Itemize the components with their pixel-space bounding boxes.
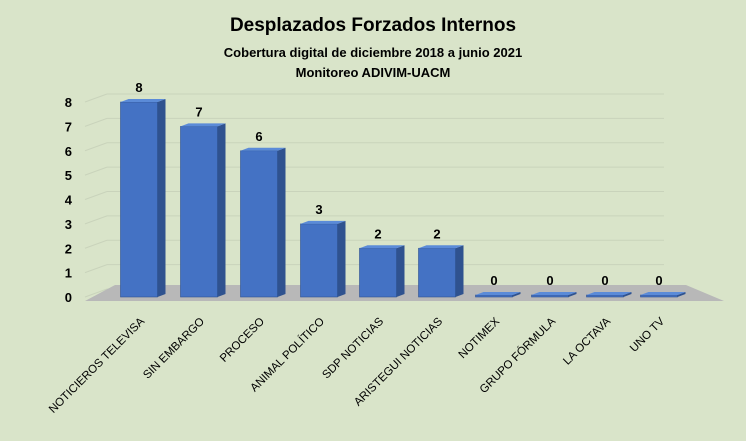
data-label: 0 xyxy=(490,273,497,288)
data-label: 0 xyxy=(601,273,608,288)
bar-side xyxy=(623,292,632,297)
bar-side xyxy=(277,147,286,297)
gridline-depth xyxy=(84,215,108,225)
y-tick-label: 4 xyxy=(65,193,73,208)
data-label: 6 xyxy=(255,129,262,144)
gridline-depth xyxy=(84,239,108,249)
bar xyxy=(300,223,338,298)
category-label: SIN EMBARGO xyxy=(141,316,207,382)
bar-side xyxy=(217,123,226,297)
bar-side xyxy=(396,245,405,297)
data-label: 0 xyxy=(655,273,662,288)
bar-top xyxy=(640,292,686,295)
bar-side xyxy=(512,292,521,297)
bar-top xyxy=(418,245,464,249)
data-label: 8 xyxy=(135,80,142,95)
y-tick-label: 6 xyxy=(65,144,72,159)
bar-top xyxy=(300,220,346,224)
category-label: UNO TV xyxy=(628,315,667,354)
bar-top xyxy=(531,292,577,295)
bar xyxy=(359,247,397,298)
gridline-depth xyxy=(84,264,108,274)
category-label: NOTIMEX xyxy=(457,315,503,361)
bar xyxy=(180,126,218,298)
data-label: 2 xyxy=(433,226,440,241)
data-label: 0 xyxy=(546,273,553,288)
bar xyxy=(586,294,624,298)
bar-side xyxy=(568,292,577,297)
gridline-depth xyxy=(84,166,108,176)
bar xyxy=(418,247,456,298)
category-label: PROCESO xyxy=(218,316,267,365)
chart-subtitle-1: Cobertura digital de diciembre 2018 a ju… xyxy=(224,45,522,60)
bar-side xyxy=(157,99,166,297)
bar xyxy=(475,294,513,298)
bar-top xyxy=(359,245,405,249)
gridline-depth xyxy=(84,142,108,152)
bar xyxy=(640,294,678,298)
bar-top xyxy=(180,123,226,127)
bar-side xyxy=(337,220,346,297)
bar-side xyxy=(455,245,464,297)
bar xyxy=(531,294,569,298)
y-tick-label: 5 xyxy=(65,168,72,183)
y-tick-label: 8 xyxy=(65,95,72,110)
y-tick-label: 7 xyxy=(65,119,72,134)
data-label: 2 xyxy=(374,226,381,241)
bar-top xyxy=(120,99,166,102)
y-tick-label: 0 xyxy=(65,290,72,305)
gridline-depth xyxy=(84,117,108,127)
bar-side xyxy=(677,292,686,297)
category-label: LA OCTAVA xyxy=(561,315,613,367)
chart-subtitle-2: Monitoreo ADIVIM-UACM xyxy=(296,65,451,80)
bar-top xyxy=(475,292,521,295)
bar xyxy=(240,150,278,298)
bar-top xyxy=(586,292,632,295)
y-tick-label: 1 xyxy=(65,266,72,281)
gridline-depth xyxy=(84,288,108,298)
chart-title: Desplazados Forzados Internos xyxy=(230,15,516,36)
bar xyxy=(120,101,158,298)
data-label: 7 xyxy=(195,104,202,119)
category-label: SDP NOTICIAS xyxy=(320,315,386,381)
category-label: NOTICIEROS TELEVISA xyxy=(47,315,147,415)
y-tick-label: 3 xyxy=(65,217,72,232)
gridline-depth xyxy=(84,191,108,200)
data-label: 3 xyxy=(315,202,322,217)
bar-top xyxy=(240,147,286,151)
y-tick-label: 2 xyxy=(65,241,72,256)
gridline-depth xyxy=(84,93,108,103)
